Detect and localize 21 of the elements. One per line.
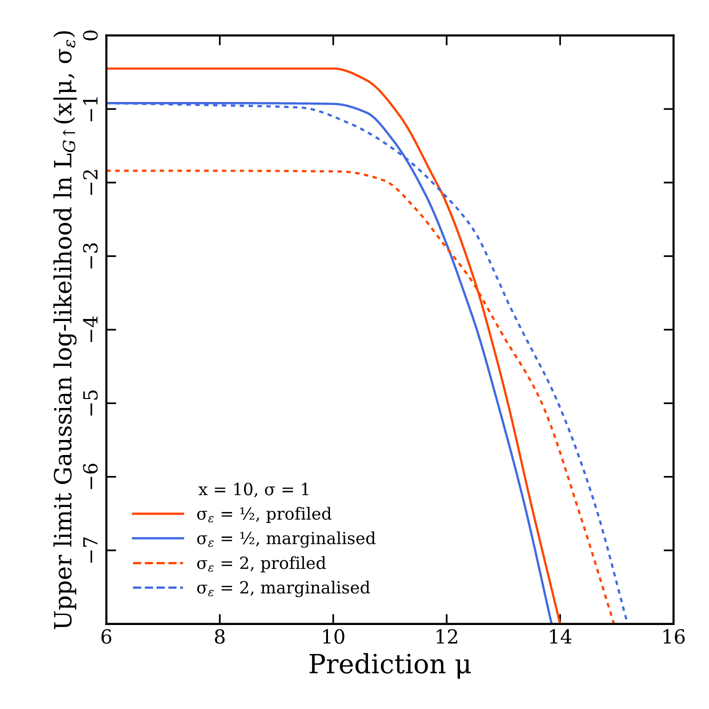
y-tick-label: −6 [83,464,98,490]
y-tick-label: 0 [83,30,98,40]
y-tick-label: −1 [83,97,98,122]
legend-title: x = 10, σ = 1 [198,482,308,498]
x-tick-label: 16 [664,629,685,644]
y-axis-title: Upper limit Gaussian log-likelihood ln L$_{G↑}$(x|μ, σ$_{ε}$) [53,31,77,630]
x-tick-label: 6 [101,629,112,644]
legend-label: σ$_{ε}$ = 2, marginalised [197,580,370,598]
x-tick-label: 10 [323,629,344,644]
legend-label: σ$_{ε}$ = ½, marginalised [197,531,376,548]
x-tick-label: 8 [214,629,225,644]
y-tick-label: −4 [83,316,98,342]
legend-label: σ$_{ε}$ = 2, profiled [197,556,326,572]
x-tick-label: 14 [550,629,572,644]
y-tick-label: −2 [83,170,98,195]
x-axis-title: Prediction μ [310,653,471,679]
y-tick-label: −5 [83,390,98,416]
legend-label: σ$_{ε}$ = ½, profiled [197,506,332,524]
y-tick-label: −7 [83,537,98,563]
x-tick-label: 12 [436,629,458,644]
y-tick-label: −3 [83,243,98,268]
